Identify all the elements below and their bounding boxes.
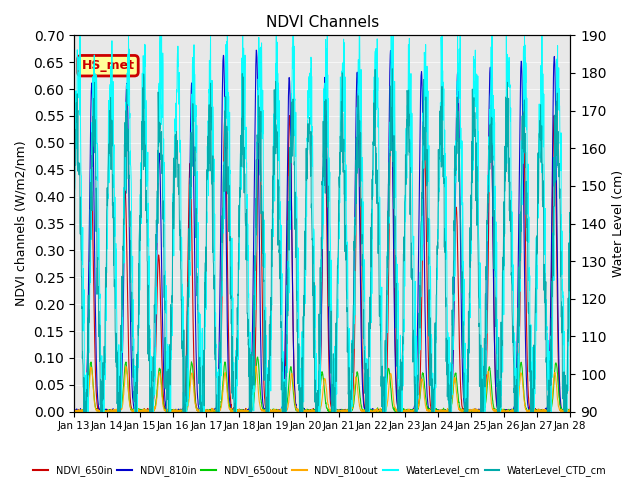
Legend: NDVI_650in, NDVI_810in, NDVI_650out, NDVI_810out, WaterLevel_cm, WaterLevel_CTD_: NDVI_650in, NDVI_810in, NDVI_650out, NDV… <box>29 461 611 480</box>
Title: NDVI Channels: NDVI Channels <box>266 15 379 30</box>
Text: HS_met: HS_met <box>81 59 134 72</box>
Y-axis label: NDVI channels (W/m2/nm): NDVI channels (W/m2/nm) <box>15 141 28 306</box>
Y-axis label: Water Level (cm): Water Level (cm) <box>612 170 625 277</box>
